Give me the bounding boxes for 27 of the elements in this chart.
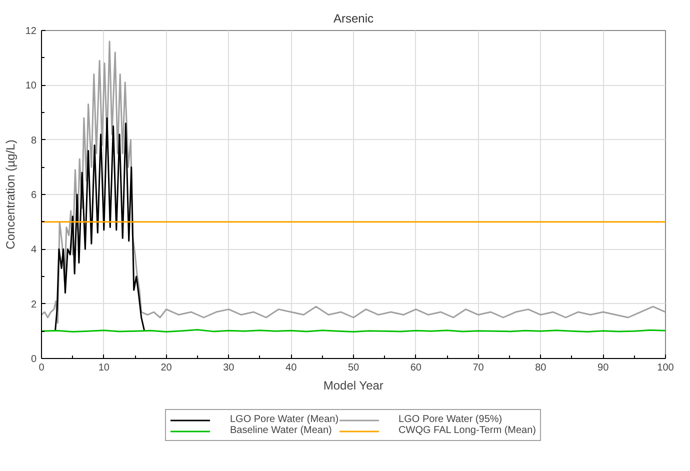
y-tick-label: 8 [30, 135, 37, 146]
x-tick-label: 50 [348, 362, 360, 374]
legend-label: Baseline Water (Mean) [230, 425, 332, 436]
y-tick-label: 6 [30, 190, 37, 201]
x-tick-label: 30 [223, 362, 235, 374]
x-tick-label: 80 [535, 362, 547, 374]
x-axis-title: Model Year [323, 378, 384, 392]
y-tick-label: 12 [25, 26, 37, 37]
legend-label: LGO Pore Water (Mean) [230, 414, 339, 425]
line-series [42, 40, 666, 324]
x-tick-label: 40 [286, 362, 298, 374]
chart-title: Arsenic [333, 12, 374, 26]
x-tick-label: 10 [98, 362, 110, 374]
y-tick-label: 4 [30, 244, 37, 256]
x-tick-label: 100 [657, 362, 674, 374]
y-tick-label: 0 [30, 354, 37, 365]
line-series [54, 117, 146, 332]
x-tick-label: 60 [410, 362, 422, 374]
legend-label: LGO Pore Water (95%) [398, 414, 502, 425]
x-tick-label: 0 [38, 362, 45, 374]
legend-label: CWQG FAL Long-Term (Mean) [398, 425, 536, 436]
y-tick-label: 10 [25, 80, 37, 92]
y-axis-title: Concentration (µg/L) [3, 140, 18, 250]
x-tick-label: 90 [598, 362, 610, 374]
x-tick-label: 20 [160, 362, 172, 374]
y-tick-label: 2 [30, 299, 37, 310]
x-tick-label: 70 [472, 362, 484, 374]
